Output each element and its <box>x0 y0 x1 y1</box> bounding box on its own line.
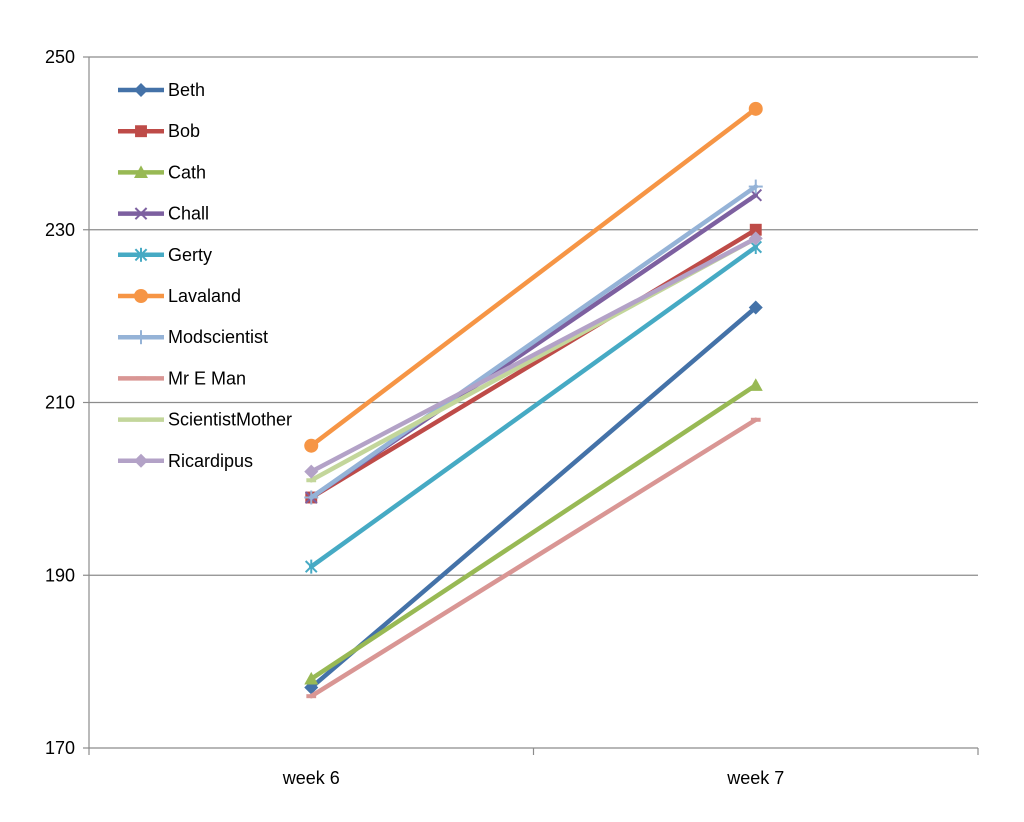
legend-item: Lavaland <box>118 286 241 306</box>
series-line <box>309 236 758 474</box>
y-tick-label: 190 <box>45 565 75 585</box>
circle-marker <box>748 101 763 116</box>
plus-marker <box>134 330 148 345</box>
series-lavaland <box>304 101 763 453</box>
legend-label: Lavaland <box>168 286 241 306</box>
diamond-marker <box>134 83 148 97</box>
legend-label: Beth <box>168 80 205 100</box>
triangle-marker <box>304 671 319 685</box>
y-tick-label: 170 <box>45 738 75 758</box>
series-line <box>309 184 758 500</box>
diamond-marker <box>748 231 763 246</box>
series-cath <box>304 378 763 685</box>
circle-marker <box>304 438 319 453</box>
star-marker <box>134 247 148 262</box>
legend-label: Mr E Man <box>168 368 246 388</box>
series-gerty <box>304 240 763 574</box>
legend-item: Cath <box>118 162 206 182</box>
gridlines <box>89 56 978 576</box>
star-marker <box>304 559 318 574</box>
diamond-marker <box>748 300 763 315</box>
series-line <box>309 106 758 448</box>
y-tick-label: 250 <box>45 47 75 67</box>
diamond-marker <box>134 453 148 468</box>
series-ricardipus <box>304 231 763 479</box>
series-line <box>309 227 758 500</box>
legend-item: Bob <box>118 121 200 141</box>
legend-item: Chall <box>118 204 209 224</box>
series-lines <box>304 101 763 699</box>
series-line <box>309 417 758 699</box>
legend-label: Cath <box>168 162 206 182</box>
legend-label: Chall <box>168 204 209 224</box>
triangle-marker <box>748 378 763 391</box>
y-tick-label: 210 <box>45 393 75 413</box>
legend-item: Mr E Man <box>118 368 246 388</box>
legend-label: Gerty <box>168 245 212 265</box>
legend-label: Bob <box>168 121 200 141</box>
series-mr-e-man <box>306 417 761 699</box>
square-marker <box>135 125 147 138</box>
legend-label: ScientistMother <box>168 410 292 430</box>
legend-item: Modscientist <box>118 327 268 347</box>
series-line <box>309 244 758 569</box>
x-marker <box>134 207 148 220</box>
series-modscientist <box>304 179 763 505</box>
axes: 170 190 210 230 250 week 6 week 7 <box>45 47 979 788</box>
legend-item: Beth <box>118 80 205 100</box>
legend-item: Ricardipus <box>118 451 253 471</box>
x-tick-label: week 7 <box>726 768 784 788</box>
legend-label: Ricardipus <box>168 451 253 471</box>
plus-marker <box>748 179 763 194</box>
series-line <box>309 305 758 690</box>
y-tick-label: 230 <box>45 220 75 240</box>
legend-item: Gerty <box>118 245 212 265</box>
series-line <box>309 382 758 682</box>
circle-marker <box>134 289 148 303</box>
legend: Beth Bob Cath Chall Gerty Lavaland Modscientis… <box>118 80 292 471</box>
plus-marker <box>304 490 319 505</box>
x-tick-label: week 6 <box>282 768 340 788</box>
legend-item: ScientistMother <box>118 410 292 430</box>
square-marker <box>749 223 762 236</box>
triangle-marker <box>134 165 148 178</box>
legend-label: Modscientist <box>168 327 268 347</box>
diamond-marker <box>304 464 319 479</box>
